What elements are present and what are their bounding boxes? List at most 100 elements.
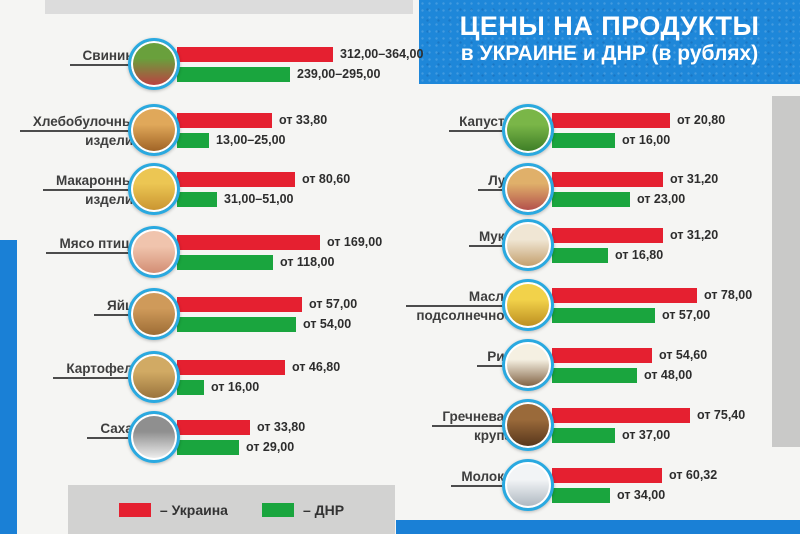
label-rule: [43, 189, 154, 191]
dnr-bar: [552, 428, 615, 443]
milk-icon: [502, 459, 554, 511]
left-blue-stripe: [0, 240, 17, 534]
product-label-line1: Хлебобулочные: [32, 114, 141, 129]
dnr-value: от 16,80: [615, 248, 664, 262]
flour-icon: [502, 219, 554, 271]
dnr-bar: [552, 192, 630, 207]
dnr-value: от 29,00: [246, 440, 295, 454]
product-label-line1: Масло: [468, 289, 512, 304]
ukraine-value: от 33,80: [279, 113, 328, 127]
ukraine-bar: [552, 348, 652, 363]
price-row: Мука от 31,20 от 16,80: [400, 214, 800, 276]
product-label-line2: изделия: [85, 192, 141, 207]
ukraine-bar: [552, 468, 662, 483]
label-rule: [87, 437, 154, 439]
eggs-icon: [128, 288, 180, 340]
ukraine-value: от 31,20: [670, 228, 719, 242]
price-row: Лук от 31,20 от 23,00: [400, 158, 800, 220]
price-row: Мясо птицы от 169,00 от 118,00: [0, 221, 418, 283]
label-rule: [432, 425, 528, 427]
label-rule: [451, 485, 528, 487]
product-label: Свинина: [83, 48, 141, 63]
ukraine-value: от 80,60: [302, 172, 351, 186]
onion-icon: [502, 163, 554, 215]
pork-icon: [128, 38, 180, 90]
dnr-value: от 54,00: [303, 317, 352, 331]
cabbage-icon: [502, 104, 554, 156]
price-row: Картофель от 46,80 от 16,00: [0, 346, 418, 408]
dnr-value: от 16,00: [622, 133, 671, 147]
dnr-bar: [177, 440, 239, 455]
dnr-bar: [552, 133, 615, 148]
price-row: Сахар от 33,80 от 29,00: [0, 406, 418, 468]
dnr-value: 13,00–25,00: [216, 133, 286, 147]
price-row: Капуста от 20,80 от 16,00: [400, 99, 800, 161]
label-rule: [46, 252, 154, 254]
ukraine-value: от 31,20: [670, 172, 719, 186]
dnr-bar: [177, 255, 273, 270]
ukraine-bar: [177, 420, 250, 435]
title-line2: в УКРАИНЕ и ДНР (в рублях): [460, 42, 759, 65]
product-label-line1: Картофель: [66, 361, 141, 376]
rice-icon: [502, 339, 554, 391]
price-row: Масло подсолнечное от 78,00 от 57,00: [400, 274, 800, 336]
ukraine-bar: [552, 228, 663, 243]
price-row: Рис от 54,60 от 48,00: [400, 334, 800, 396]
dnr-bar: [552, 368, 637, 383]
dnr-value: 31,00–51,00: [224, 192, 294, 206]
ukraine-value: от 169,00: [327, 235, 383, 249]
ukraine-value: от 60,32: [669, 468, 718, 482]
product-label: Макаронные изделия: [56, 173, 141, 207]
label-rule: [70, 64, 154, 66]
dnr-bar: [177, 67, 290, 82]
ukraine-swatch: [118, 502, 151, 517]
dnr-value: от 16,00: [211, 380, 260, 394]
sugar-icon: [128, 411, 180, 463]
product-label-line1: Макаронные: [55, 173, 141, 188]
product-label-line1: Капуста: [459, 114, 512, 129]
ukraine-bar: [177, 235, 320, 250]
label-rule: [53, 377, 154, 379]
legend-ukraine-label: – Украина: [159, 501, 228, 518]
legend: – Украина – ДНР: [68, 485, 395, 534]
ukraine-bar: [552, 113, 670, 128]
product-label-line2: изделия: [85, 133, 141, 148]
dnr-bar: [177, 317, 296, 332]
potato-icon: [128, 351, 180, 403]
product-label-line1: Гречневая: [442, 409, 512, 424]
product-label: Картофель: [66, 361, 141, 376]
price-row: Гречневая крупа от 75,40 от 37,00: [400, 394, 800, 456]
poultry-icon: [128, 226, 180, 278]
price-row: Свинина 312,00–364,00 239,00–295,00: [0, 33, 423, 95]
dnr-swatch: [261, 502, 294, 517]
product-label: Капуста: [459, 114, 512, 129]
ukraine-bar: [552, 408, 690, 423]
price-row: Хлебобулочные изделия от 33,80 13,00–25,…: [0, 99, 418, 161]
product-label-line2: подсолнечное: [416, 308, 512, 323]
product-label-line1: Свинина: [82, 48, 141, 63]
right-gray-stripe: [772, 96, 800, 447]
buckwheat-icon: [502, 399, 554, 451]
ukraine-value: от 46,80: [292, 360, 341, 374]
dnr-bar: [552, 308, 655, 323]
ukraine-value: 312,00–364,00: [340, 47, 424, 61]
ukraine-value: от 78,00: [704, 288, 753, 302]
bread-icon: [128, 104, 180, 156]
product-label: Хлебобулочные изделия: [33, 114, 141, 148]
ukraine-value: от 57,00: [309, 297, 358, 311]
dnr-value: от 57,00: [662, 308, 711, 322]
ukraine-bar: [177, 113, 272, 128]
dnr-value: от 23,00: [637, 192, 686, 206]
label-rule: [94, 314, 154, 316]
ukraine-bar: [552, 172, 663, 187]
label-rule: [406, 305, 528, 307]
ukraine-bar: [177, 360, 285, 375]
ukraine-bar: [552, 288, 697, 303]
label-rule: [449, 130, 528, 132]
price-row: Молоко от 60,32 от 34,00: [400, 454, 800, 516]
ukraine-bar: [177, 47, 333, 62]
title-line1: ЦЕНЫ НА ПРОДУКТЫ: [459, 11, 760, 41]
